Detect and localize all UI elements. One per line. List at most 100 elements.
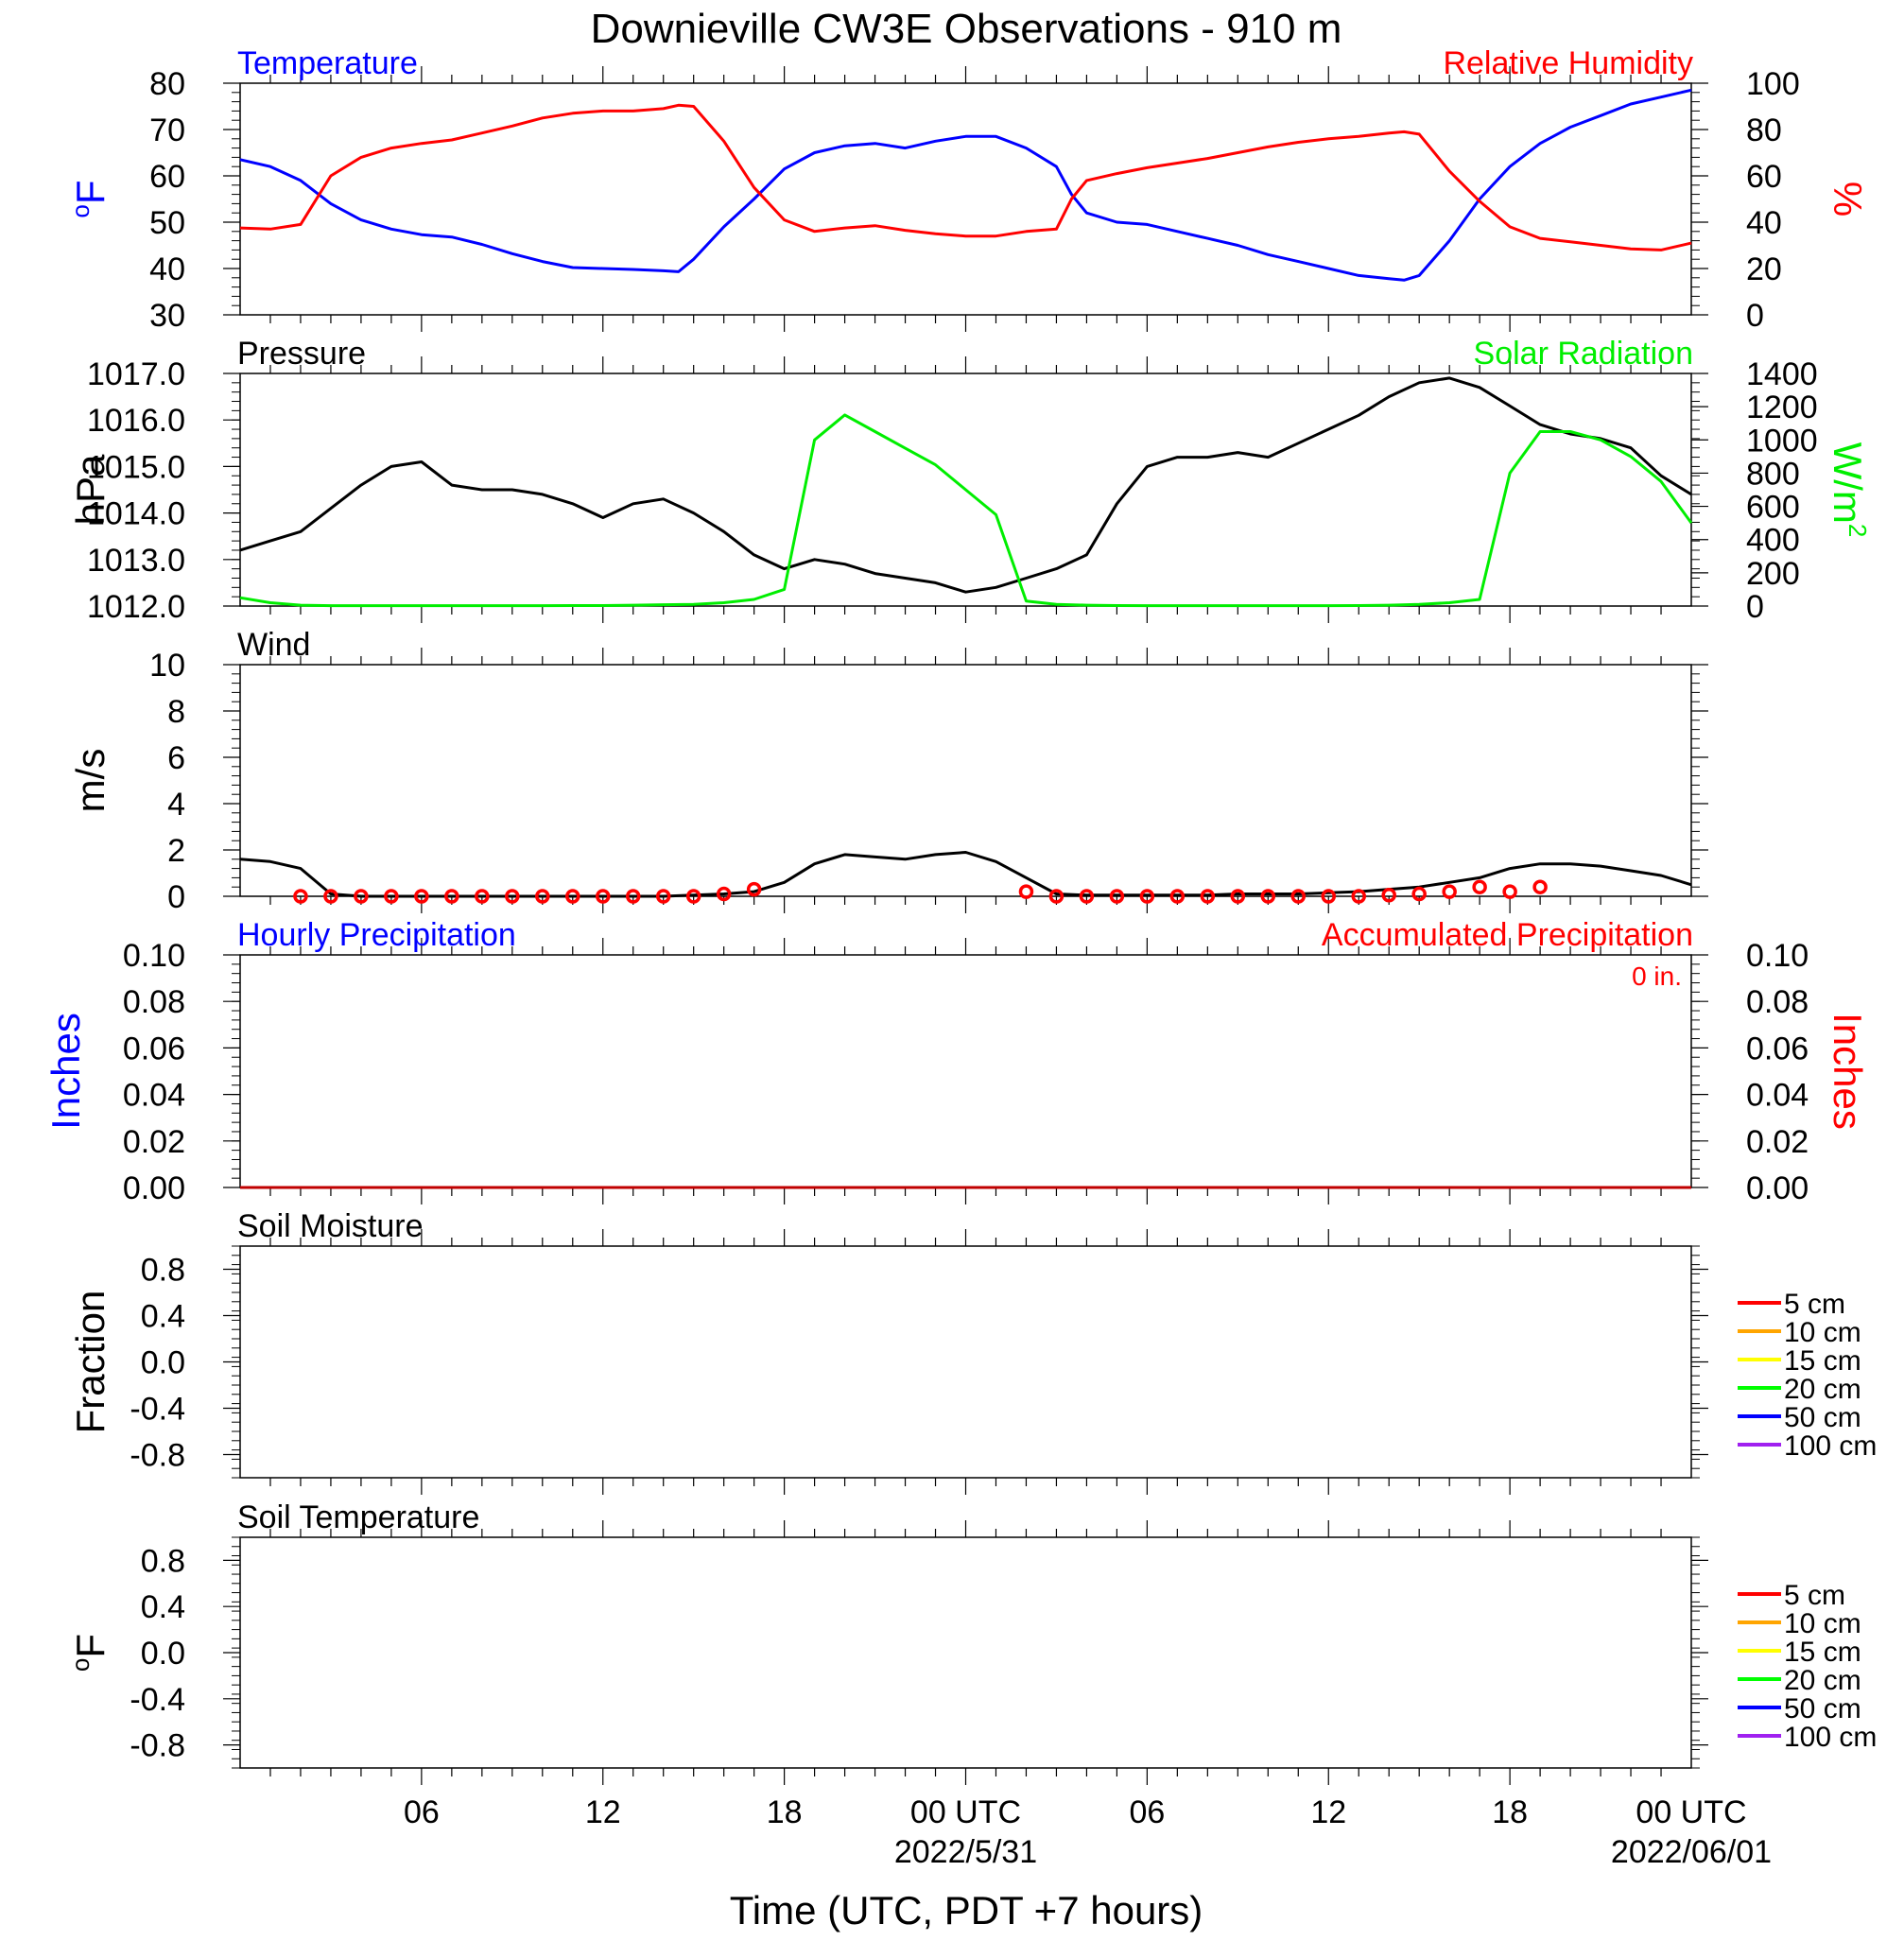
legend-label: 10 cm bbox=[1784, 1608, 1861, 1639]
y-tick-label: 8 bbox=[167, 694, 185, 730]
y-tick-label: 6 bbox=[167, 740, 185, 776]
panel-annotation: 0 in. bbox=[1632, 962, 1682, 991]
panel-pressure_solar: 1012.0 1013.0 1014.0 1015.0 1016.0 1017.0 0200… bbox=[68, 336, 1872, 625]
y-tick-label: -0.4 bbox=[130, 1682, 185, 1718]
x-tick-label: 06 bbox=[404, 1794, 440, 1830]
y-tick-label: 1015.0 bbox=[87, 449, 185, 485]
wind-marker bbox=[354, 889, 369, 904]
wind-marker bbox=[1169, 889, 1186, 904]
legend-label: 10 cm bbox=[1784, 1317, 1861, 1348]
y-right-tick-label: 0.06 bbox=[1746, 1031, 1809, 1066]
wind-marker bbox=[384, 889, 399, 904]
y-tick-label: 0.8 bbox=[141, 1253, 185, 1289]
wind-marker bbox=[1411, 886, 1427, 902]
y-right-tick-label: 0.02 bbox=[1746, 1124, 1809, 1160]
wind-marker bbox=[685, 889, 701, 904]
y-tick-label: 1014.0 bbox=[87, 496, 185, 532]
wind-marker bbox=[1139, 889, 1155, 904]
x-tick-label: 00 UTC bbox=[1636, 1794, 1746, 1830]
wind-marker bbox=[1109, 889, 1125, 904]
y-tick-label: 40 bbox=[149, 251, 185, 287]
wind-marker bbox=[1381, 888, 1396, 903]
series-line-solar-radiation bbox=[239, 413, 1693, 608]
y-tick-label: 0.02 bbox=[123, 1124, 185, 1160]
series-line-wind-speed bbox=[239, 851, 1692, 898]
x-tick-label: 12 bbox=[1310, 1794, 1346, 1830]
y-tick-label: 0.4 bbox=[141, 1589, 185, 1625]
legend-label: 20 cm bbox=[1784, 1374, 1861, 1405]
y-tick-label: 0.08 bbox=[123, 984, 185, 1020]
panel-precip: 0.00 0.02 0.04 0.06 0.08 0.10 0.00 0.02 0.04 0.06… bbox=[43, 917, 1870, 1206]
legend-label: 15 cm bbox=[1784, 1345, 1861, 1377]
wind-marker bbox=[1502, 884, 1517, 899]
plot-frame bbox=[239, 664, 1692, 897]
legend-label: 15 cm bbox=[1784, 1637, 1861, 1668]
y-axis-label: m/s bbox=[68, 749, 113, 813]
y-tick-label: 10 bbox=[149, 648, 185, 684]
wind-marker bbox=[414, 889, 429, 904]
y-tick-label: 0.0 bbox=[141, 1636, 185, 1672]
panel-title-left: Pressure bbox=[237, 336, 366, 372]
y-tick-label: 1012.0 bbox=[87, 589, 185, 625]
y-right-tick-label: 1000 bbox=[1746, 423, 1818, 459]
legend-label: 5 cm bbox=[1784, 1289, 1845, 1320]
x-tick-label: 12 bbox=[585, 1794, 621, 1830]
x-tick-label: 18 bbox=[1492, 1794, 1528, 1830]
wind-marker bbox=[1200, 889, 1216, 904]
wind-marker bbox=[323, 889, 338, 904]
wind-marker bbox=[535, 889, 550, 904]
wind-marker bbox=[1018, 884, 1034, 899]
wind-marker bbox=[1321, 889, 1336, 904]
y-tick-label: 2 bbox=[167, 833, 185, 869]
x-tick-label: 06 bbox=[1129, 1794, 1165, 1830]
plot-frame bbox=[239, 82, 1692, 316]
panel-wind: 0 2 4 6 8 10 Wind m/s bbox=[68, 627, 1708, 915]
y-axis-label: hPa bbox=[68, 454, 113, 525]
y-right-tick-label: 20 bbox=[1746, 251, 1782, 287]
wind-marker bbox=[444, 889, 459, 904]
y-right-tick-label: 0 bbox=[1746, 589, 1764, 625]
y-right-tick-label: 200 bbox=[1746, 556, 1800, 592]
plot-frame bbox=[239, 1245, 1692, 1479]
panel-temp_rh: 30 40 50 60 70 80 0 20 40 60 80 100 Temperature Relat… bbox=[66, 45, 1870, 334]
y-tick-label: 0 bbox=[167, 879, 185, 915]
y-right-tick-label: 60 bbox=[1746, 159, 1782, 195]
panel-title-right: Accumulated Precipitation bbox=[1322, 917, 1693, 953]
y-right-tick-label: 40 bbox=[1746, 205, 1782, 241]
y-tick-label: -0.8 bbox=[130, 1438, 185, 1474]
panel-title-left: Wind bbox=[237, 627, 310, 663]
y-tick-label: 0.06 bbox=[123, 1031, 185, 1066]
y-right-tick-label: 80 bbox=[1746, 113, 1782, 148]
y-right-tick-label: 0.08 bbox=[1746, 984, 1809, 1020]
chart-title: Downieville CW3E Observations - 910 m bbox=[591, 6, 1342, 52]
legend-label: 100 cm bbox=[1784, 1430, 1877, 1462]
wind-marker bbox=[1260, 889, 1276, 904]
wind-marker bbox=[596, 889, 611, 904]
y-tick-label: 80 bbox=[149, 66, 185, 102]
y-right-tick-label: 1400 bbox=[1746, 356, 1818, 392]
y-tick-label: 1017.0 bbox=[87, 356, 185, 392]
legend-label: 50 cm bbox=[1784, 1402, 1861, 1433]
wind-marker bbox=[655, 889, 671, 904]
x-date-label: 2022/5/31 bbox=[894, 1834, 1037, 1870]
plot-frame bbox=[239, 1536, 1692, 1769]
series-line-temperature bbox=[239, 88, 1692, 282]
y-tick-label: -0.4 bbox=[130, 1392, 185, 1428]
y-tick-label: 0.0 bbox=[141, 1345, 185, 1381]
y-tick-label: 4 bbox=[167, 787, 185, 823]
wind-marker bbox=[475, 889, 490, 904]
wind-marker bbox=[716, 886, 732, 902]
wind-marker bbox=[565, 889, 580, 904]
y-tick-label: 0.8 bbox=[141, 1543, 185, 1579]
y-tick-label: 50 bbox=[149, 205, 185, 241]
y-right-tick-label: 100 bbox=[1746, 66, 1800, 102]
panel-title-left: Hourly Precipitation bbox=[237, 917, 516, 953]
wind-marker bbox=[625, 889, 641, 904]
wind-marker bbox=[1079, 889, 1095, 904]
panel-soil_moisture: -0.8 -0.4 0.0 0.4 0.8 Soil Moisture Fraction 5 … bbox=[68, 1208, 1877, 1495]
wind-marker bbox=[505, 889, 520, 904]
plot-frame bbox=[239, 954, 1692, 1188]
wind-marker bbox=[293, 889, 308, 904]
